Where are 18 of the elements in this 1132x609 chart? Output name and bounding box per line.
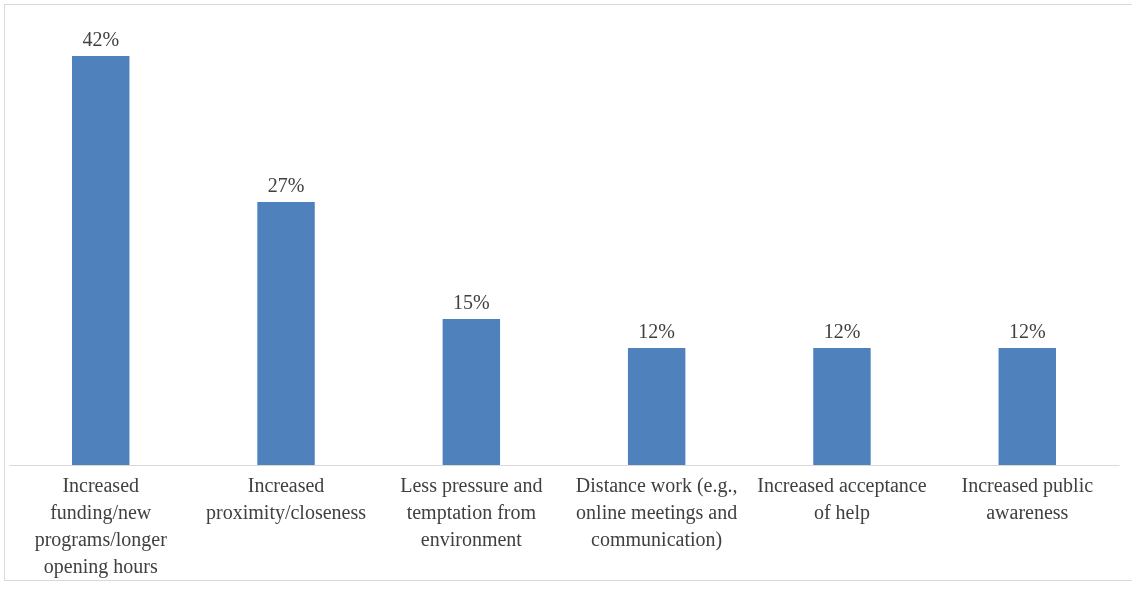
bar xyxy=(257,202,315,465)
x-tick-label: Increased public awareness xyxy=(961,473,1094,523)
x-tick-label: Distance work (e.g., online meetings and communication) xyxy=(575,473,738,551)
data-label: 12% xyxy=(823,320,861,343)
bar xyxy=(813,348,871,465)
bar xyxy=(442,318,501,465)
data-label: 42% xyxy=(82,27,120,50)
data-label: 15% xyxy=(453,290,490,313)
x-tick-label: Increased funding/new programs/longer opening hours xyxy=(34,473,168,578)
bar xyxy=(627,348,686,465)
data-label: 12% xyxy=(1008,320,1046,343)
x-tick-label: Increased proximity/closeness xyxy=(206,473,367,524)
bar xyxy=(998,348,1056,465)
data-label: 12% xyxy=(638,320,675,343)
bar xyxy=(72,55,130,465)
x-tick-label: Increased acceptance of help xyxy=(757,473,927,524)
x-tick-label: Less pressure and temptation from environment xyxy=(400,473,543,550)
data-label: 27% xyxy=(267,174,305,197)
